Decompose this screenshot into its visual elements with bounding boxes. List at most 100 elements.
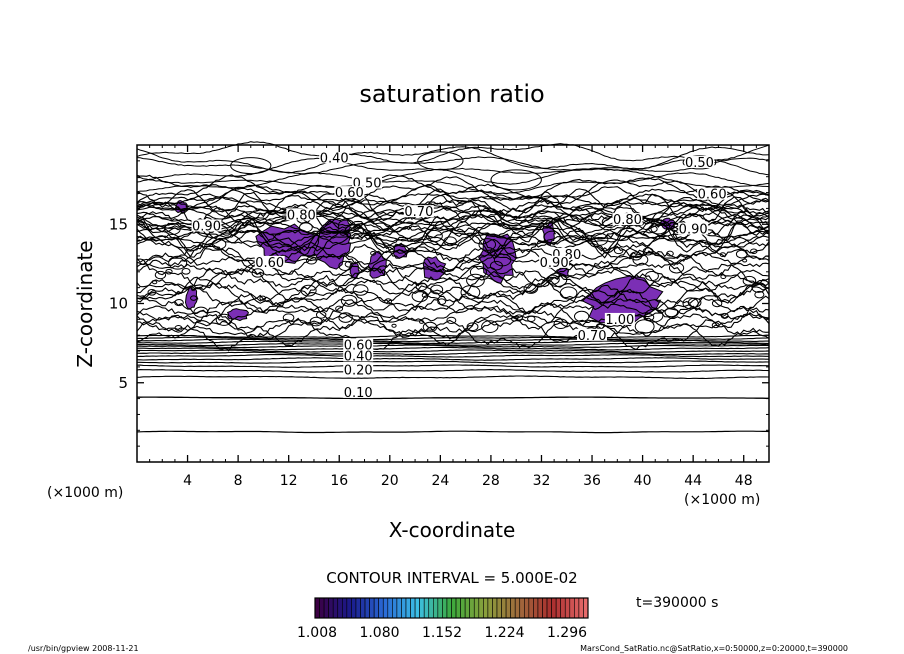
colorbar-tick-label: 1.080 [359, 625, 399, 641]
colorbar-stripe [328, 597, 334, 619]
contour-line [136, 342, 770, 347]
colorbar-stripe [432, 597, 439, 619]
colorbar-stripe [419, 597, 425, 619]
contour-label: 0.60 [698, 188, 727, 203]
contour-eddy [446, 316, 457, 325]
colorbar-stripe [414, 597, 420, 619]
contour-line [136, 172, 770, 195]
colorbar-stripe [323, 597, 329, 619]
contour-eddy [338, 260, 353, 272]
contour-line [136, 167, 770, 189]
x-axis-unit: (×1000 m) [684, 492, 760, 508]
colorbar-stripe [537, 597, 543, 619]
contour-line [136, 233, 770, 264]
contour-eddy [742, 275, 757, 286]
contour-line [136, 303, 770, 327]
contour-eddy [720, 312, 729, 319]
contour-label-bg [286, 208, 317, 221]
contour-line [136, 210, 770, 234]
contour-label: 0.60 [255, 256, 284, 271]
contour-label: 1.00 [605, 313, 634, 328]
contour-eddy [754, 290, 765, 299]
colorbar-stripe [446, 597, 452, 619]
colorbar-stripe [478, 597, 484, 619]
colorbar-stripe [501, 597, 507, 619]
contour-line [136, 334, 770, 339]
contour-eddy [309, 316, 323, 327]
time-label: t=390000 s [636, 595, 718, 611]
contour-eddy [650, 222, 668, 235]
contour-eddy [338, 312, 353, 323]
y-tick-label: 15 [109, 215, 128, 233]
x-tick-label: 4 [183, 473, 192, 489]
colorbar-stripe [405, 597, 411, 619]
colorbar-stripe [373, 597, 379, 619]
contour-label: 0.90 [679, 223, 708, 238]
colorbar-stripe [546, 597, 552, 619]
contour-label-bg [191, 219, 222, 232]
footer-right: MarsCond_SatRatio.nc@SatRatio,x=0:50000,… [580, 644, 848, 653]
contour-eddy [174, 299, 184, 307]
colorbar-stripe [514, 597, 521, 619]
colorbar-stripe [510, 597, 516, 619]
contour-line [136, 260, 770, 288]
contour-label: 0.80 [287, 208, 316, 223]
chart-title: saturation ratio [359, 80, 544, 108]
colorbar-stripe [437, 597, 443, 619]
contour-eddy [437, 298, 447, 306]
contour-eddy [335, 305, 344, 312]
colorbar-stripe [369, 597, 375, 619]
x-tick-label: 48 [735, 473, 753, 489]
contour-line [136, 207, 770, 240]
contour-eddy [215, 313, 233, 326]
contour-eddy [493, 253, 512, 267]
contour-eddy [344, 260, 354, 268]
contour-eddy [299, 222, 313, 233]
contour-eddy [384, 298, 393, 305]
contour-eddy [632, 253, 649, 266]
y-axis-ticks: 5 10 15 [109, 160, 769, 447]
contour-eddy [711, 299, 723, 308]
colorbar-stripe [496, 597, 502, 619]
x-tick-label: 20 [381, 473, 399, 489]
contour-line [136, 336, 770, 341]
colorbar-stripe [473, 597, 480, 619]
colorbar-stripe [314, 597, 320, 619]
contour-line [136, 364, 770, 368]
contour-eddy [720, 274, 727, 279]
colorbar-stripe [505, 597, 511, 619]
colorbar-stripe [460, 597, 466, 619]
contour-eddy [719, 252, 726, 258]
contour-label: 0.40 [344, 349, 373, 364]
contour-lines [136, 141, 770, 434]
contour-label-bg [612, 213, 643, 226]
contour-line [136, 375, 770, 380]
colorbar-stripe [533, 597, 539, 619]
contour-eddy [353, 226, 360, 231]
colorbar-stripe [487, 597, 493, 619]
contour-label: 0.40 [320, 151, 349, 166]
contour-eddy [154, 270, 167, 280]
x-tick-label: 8 [234, 473, 243, 489]
contour-eddy [282, 313, 295, 322]
contour-label-bg [539, 255, 570, 268]
colorbar-stripe [337, 597, 343, 619]
contour-eddy [193, 306, 209, 318]
contour-line [136, 231, 770, 250]
contour-eddy [370, 251, 377, 256]
contour-label: 0.80 [613, 213, 642, 228]
contour-line [137, 274, 770, 314]
contour-eddy [305, 256, 317, 265]
contour-eddy [735, 249, 748, 259]
x-tick-label: 44 [684, 473, 702, 489]
contour-line [136, 188, 770, 223]
contour-eddy [574, 310, 590, 323]
contour-eddy [300, 284, 317, 297]
contour-line [136, 174, 770, 202]
colorbar-stripe [332, 597, 339, 619]
colorbar-stripe [564, 597, 571, 619]
colorbar-stripe [523, 597, 530, 619]
contour-line [136, 266, 770, 293]
contour-line [136, 204, 769, 235]
contour-line [136, 354, 769, 358]
